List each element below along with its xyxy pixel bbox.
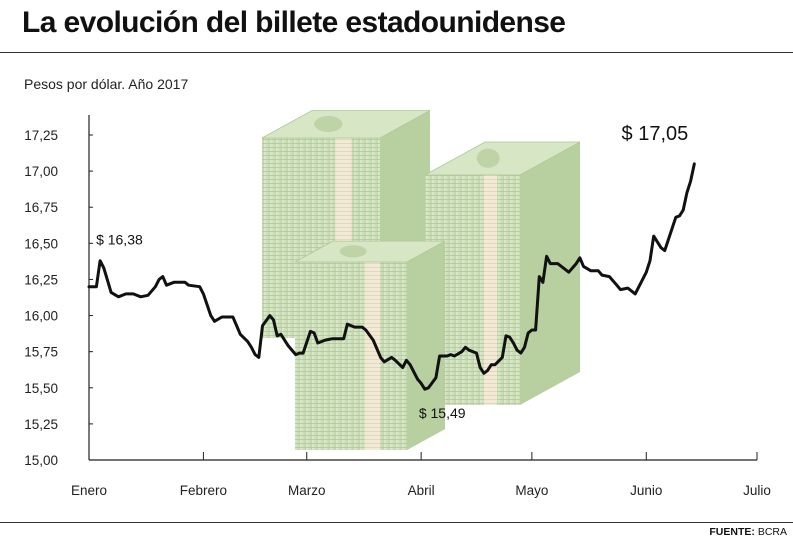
x-tick-label: Abril [408, 483, 435, 498]
stack-band [483, 175, 498, 405]
y-tick-label: 16,75 [24, 200, 58, 215]
data-annotation-label: $ 16,38 [96, 232, 143, 248]
x-tick-label: Marzo [288, 483, 326, 498]
footer-divider [0, 522, 793, 523]
bill-portrait-icon [476, 148, 500, 168]
source-note: FUENTE: BCRA [709, 526, 787, 538]
stack-side-face [520, 142, 580, 405]
exchange-rate-series-line [87, 162, 696, 391]
y-tick-label: 15,75 [24, 345, 58, 360]
x-tick-label: Mayo [515, 483, 548, 498]
data-annotation-label: $ 17,05 [622, 123, 689, 145]
y-tick-label: 17,25 [24, 128, 58, 143]
series-layer [87, 162, 696, 391]
bill-portrait-icon [314, 116, 343, 132]
y-tick-label: 16,50 [24, 236, 58, 251]
x-tick-label: Junio [630, 483, 662, 498]
bill-portrait-icon [339, 245, 367, 258]
annotation-layer: $ 16,38 $ 15,49 $ 17,05 [96, 123, 688, 421]
x-tick-label: Febrero [180, 483, 227, 498]
money-stacks-illustration [261, 110, 581, 450]
y-axis: 15,00 15,25 15,50 15,75 16,00 16,25 16,50 16,75… [24, 115, 93, 468]
data-annotation-label: $ 15,49 [419, 405, 466, 421]
stack-top-face [294, 240, 446, 263]
x-tick-label: Julio [743, 483, 771, 498]
x-axis: Enero Febrero Marzo Abril Mayo Junio Julio [71, 452, 771, 498]
y-tick-label: 16,00 [24, 309, 58, 324]
y-tick-label: 17,00 [24, 164, 58, 179]
stack-side-face [407, 241, 445, 450]
chart-title: La evolución del billete estadounidense [22, 6, 566, 39]
source-label: FUENTE: [709, 526, 755, 538]
y-tick-label: 16,25 [24, 272, 58, 287]
y-tick-label: 15,00 [24, 453, 58, 468]
source-value: BCRA [757, 526, 787, 538]
y-tick-label: 15,50 [24, 381, 58, 396]
stack-top-face [424, 141, 581, 176]
line-chart: 15,00 15,25 15,50 15,75 16,00 16,25 16,50 16,75… [24, 110, 771, 498]
bill-stack-right [424, 141, 581, 405]
stack-band [364, 262, 381, 450]
chart-subtitle: Pesos por dólar. Año 2017 [24, 76, 189, 92]
stack-front-face [295, 262, 407, 450]
x-tick-label: Enero [71, 483, 107, 498]
stack-top-face [261, 110, 431, 139]
bill-stack-front [294, 240, 446, 450]
title-divider [0, 52, 793, 53]
y-tick-label: 15,25 [24, 417, 58, 432]
